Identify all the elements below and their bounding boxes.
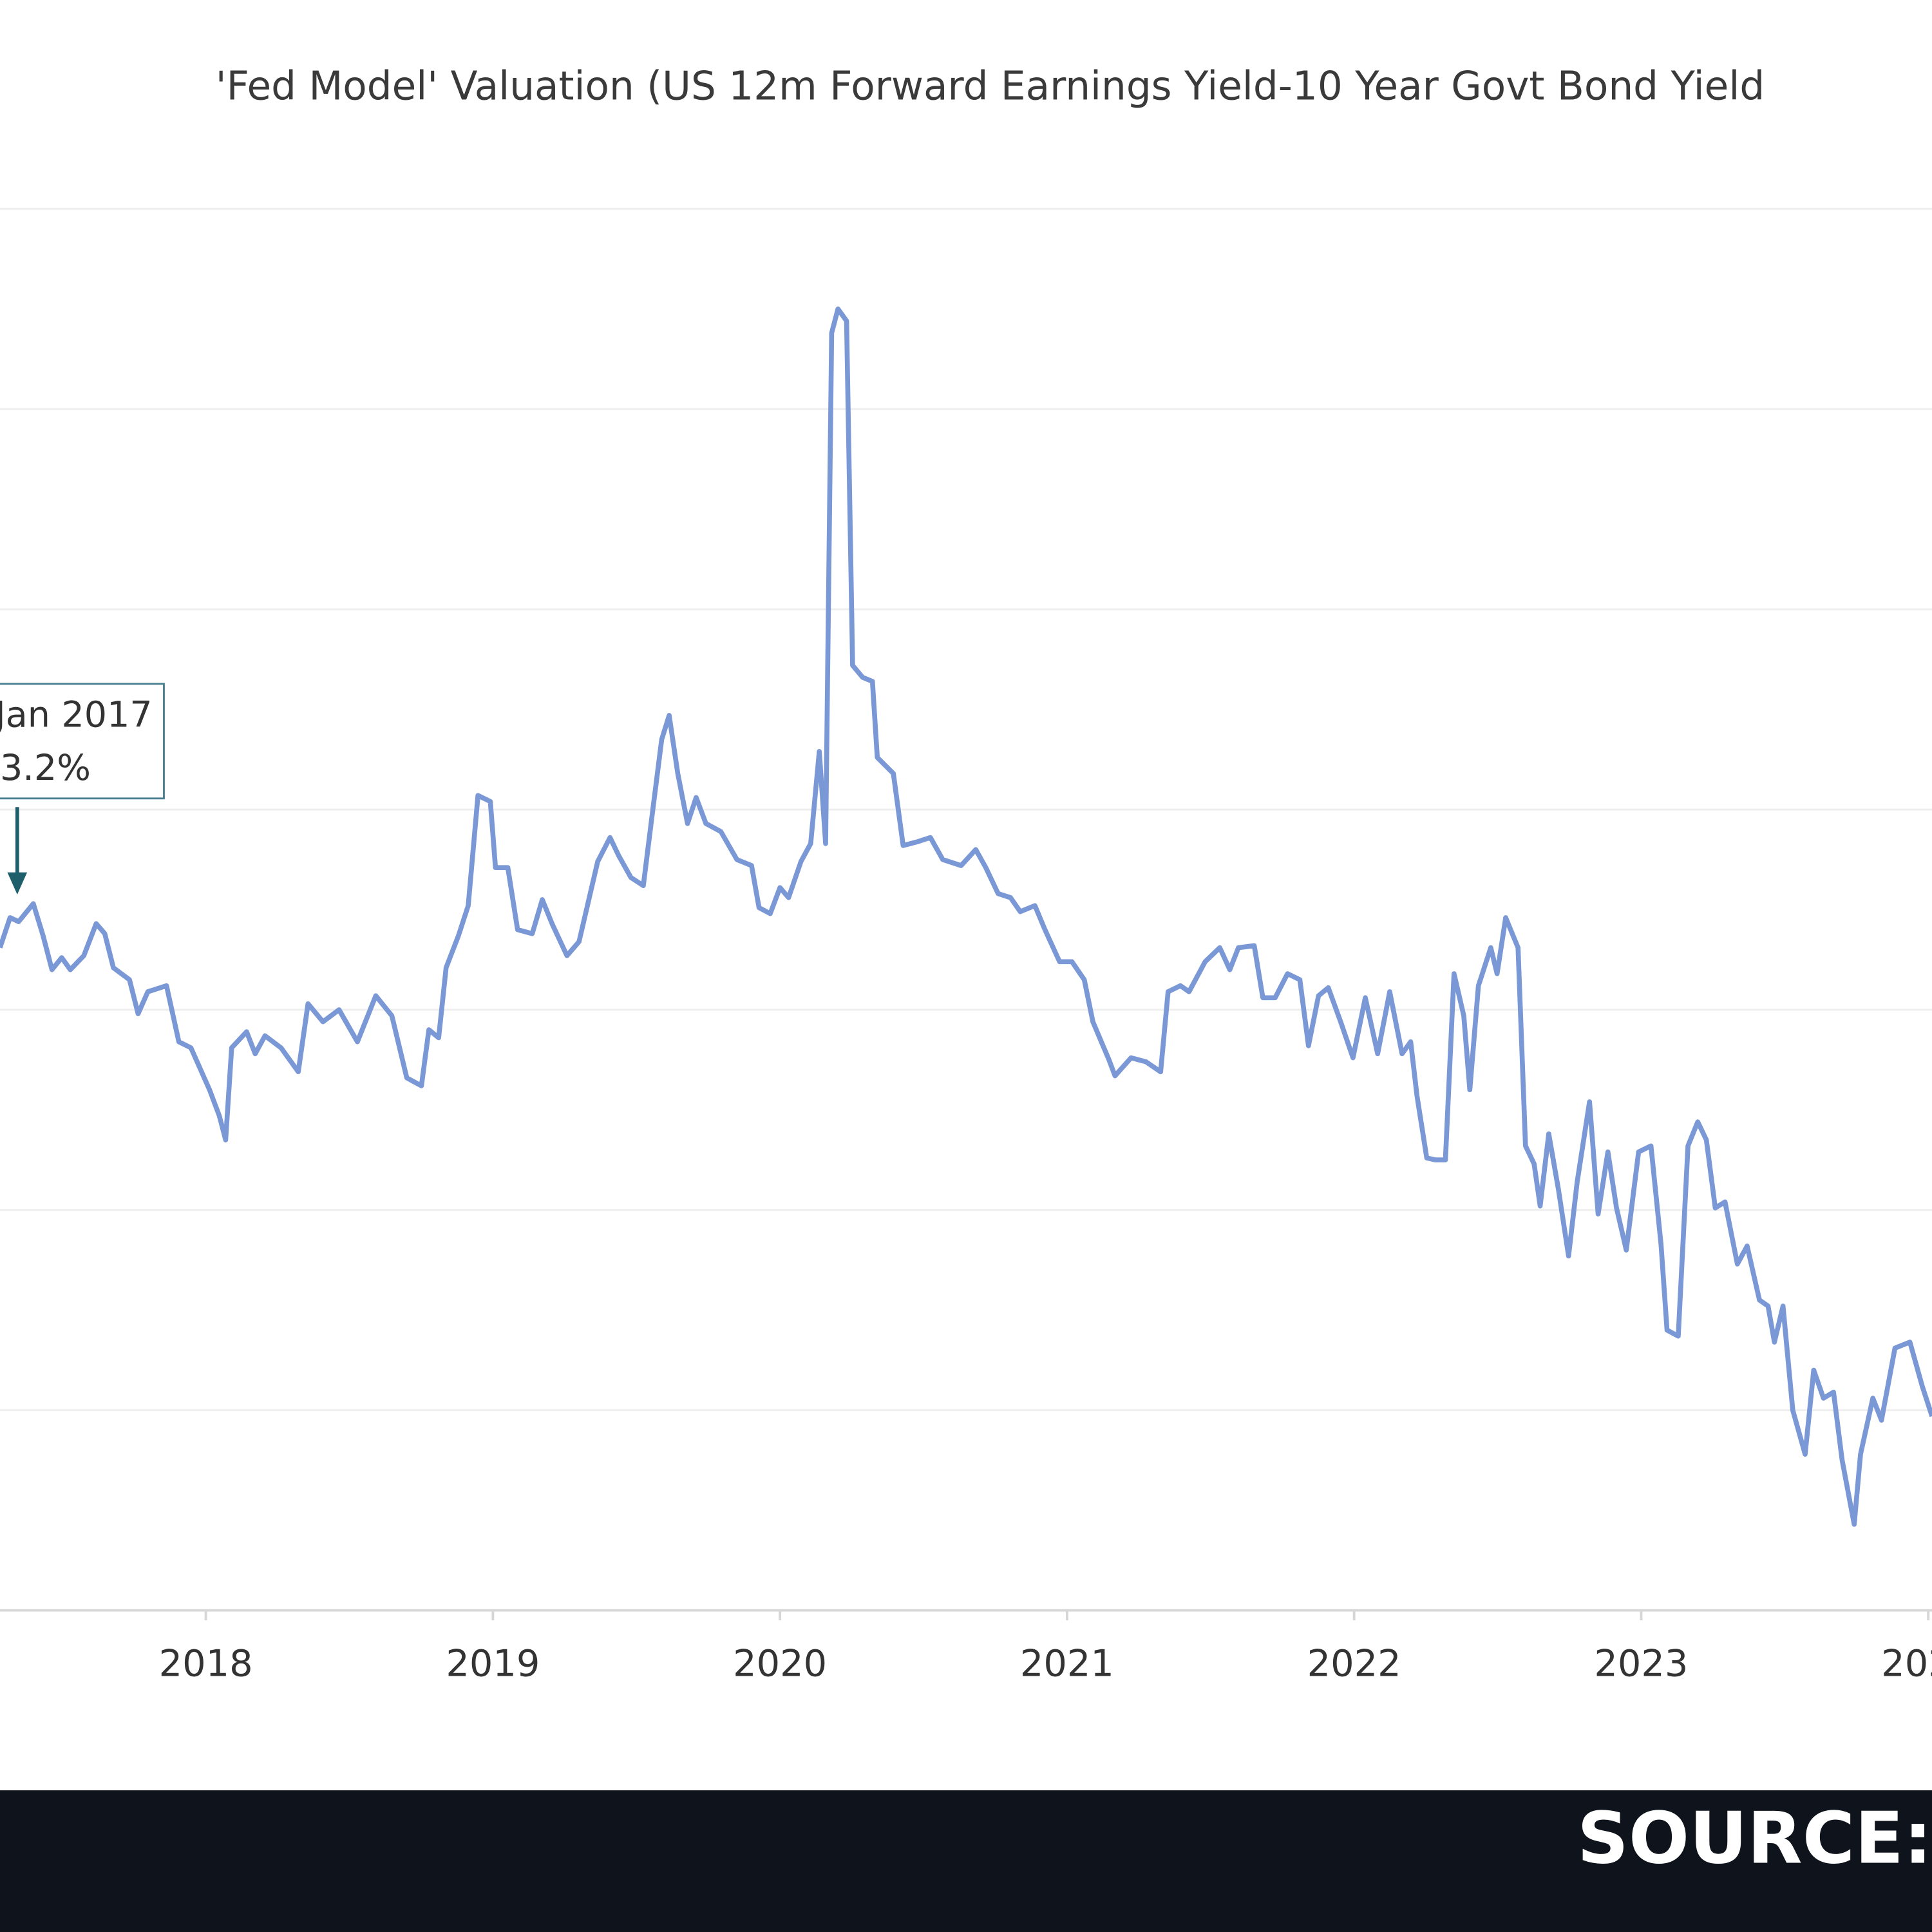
x-tick-label: 2022	[1307, 1642, 1401, 1685]
annotation-arrowhead	[7, 872, 28, 895]
annotation-value: 3.2%	[0, 748, 91, 789]
annotation-label: Jan 2017	[0, 695, 153, 736]
chart-title: 'Fed Model' Valuation (US 12m Forward Ea…	[216, 63, 1765, 109]
x-tick-label: 2024	[1881, 1642, 1932, 1685]
annotation-box	[0, 683, 165, 800]
x-tick-label: 2021	[1020, 1642, 1114, 1685]
grid: 2018 2019 2020 2021 2022 2023 2024	[0, 207, 1932, 1685]
data-line	[0, 306, 1932, 1527]
plot	[0, 306, 1932, 1527]
x-tick-label: 2023	[1594, 1642, 1688, 1685]
source-text: SOURCE:	[1577, 1797, 1932, 1880]
x-tick-label: 2019	[446, 1642, 540, 1685]
x-tick-label: 2020	[733, 1642, 827, 1685]
annotation: Jan 2017 3.2%	[0, 683, 165, 895]
source-banner	[0, 1790, 1932, 1932]
x-tick-label: 2018	[159, 1642, 253, 1685]
